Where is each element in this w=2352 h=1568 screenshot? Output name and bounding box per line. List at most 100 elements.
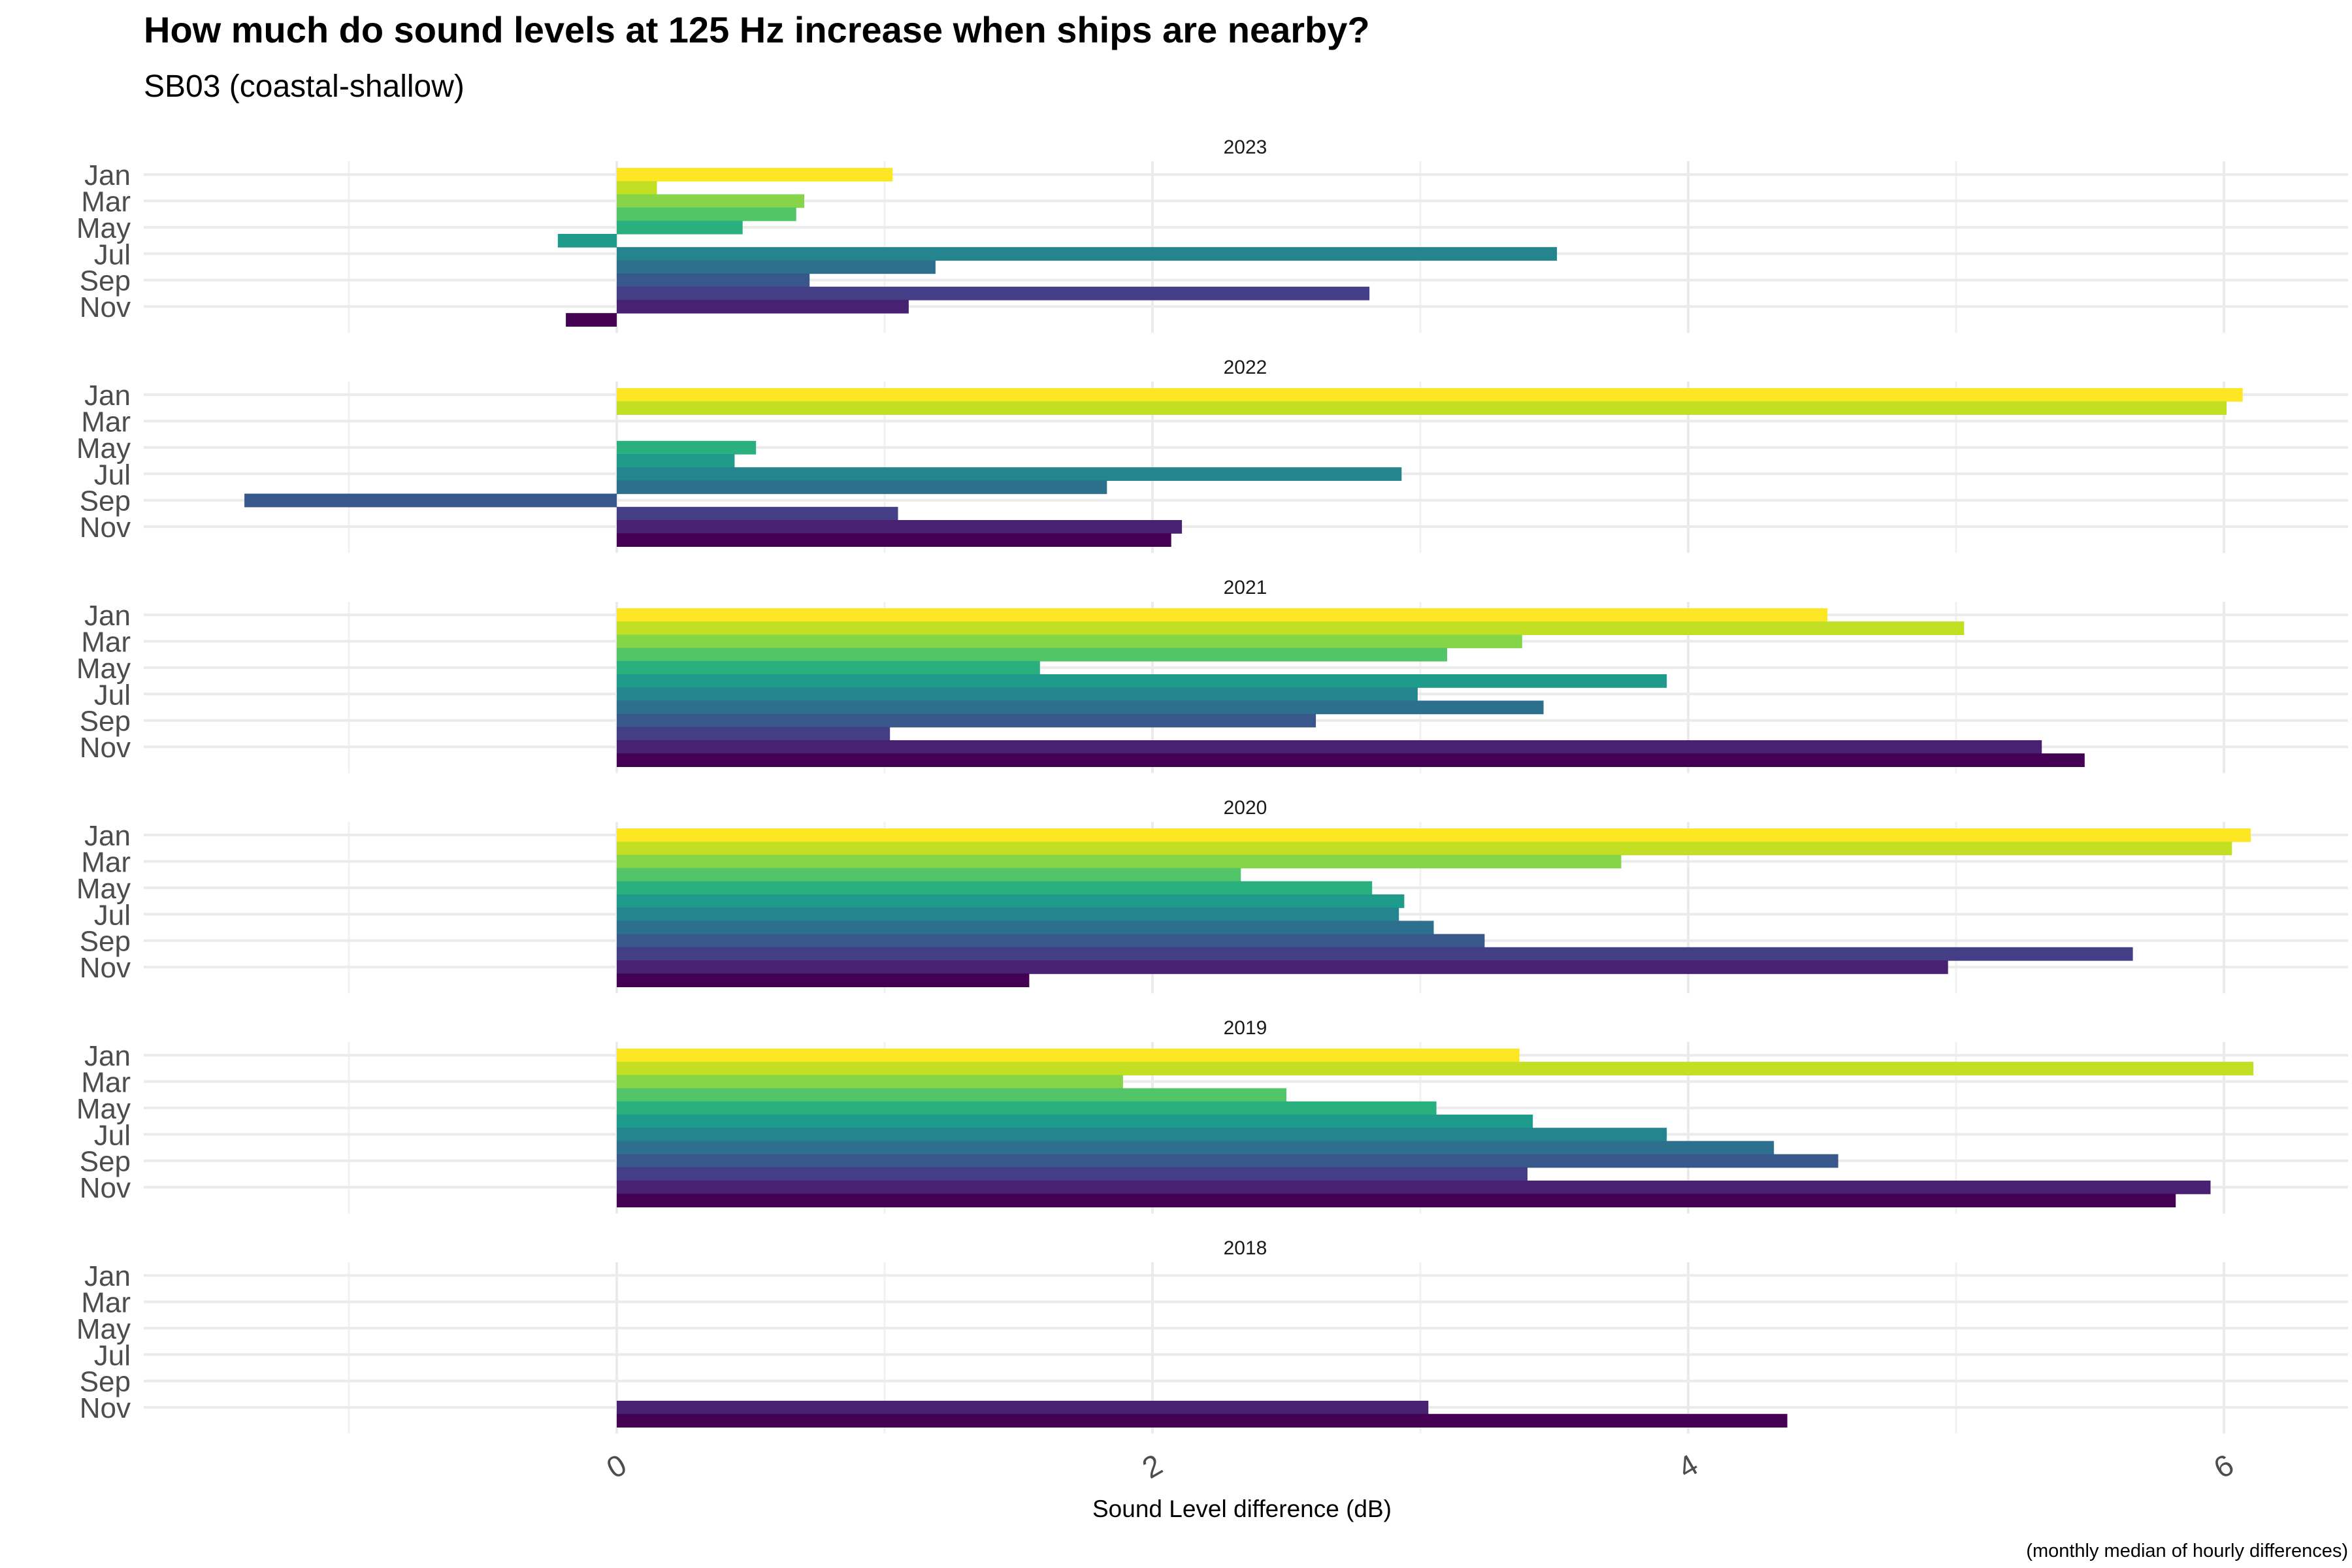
y-tick-label: Jan (84, 820, 131, 852)
bar-2020-apr (617, 868, 1241, 882)
x-axis-title: Sound Level difference (dB) (1092, 1495, 1392, 1522)
bar-2022-jan (617, 388, 2243, 402)
bar-2022-nov (617, 520, 1183, 534)
bar-2020-jun (617, 894, 1405, 908)
bar-2022-jul (617, 467, 1402, 481)
bar-2020-oct (617, 947, 2133, 961)
y-tick-label: Nov (80, 1172, 131, 1204)
bar-2021-jul (617, 687, 1418, 701)
bar-2018-nov (617, 1401, 1429, 1414)
bar-2019-feb (617, 1062, 2254, 1075)
y-tick-label: May (76, 433, 131, 465)
chart-title: How much do sound levels at 125 Hz incre… (144, 9, 1370, 50)
chart-subtitle: SB03 (coastal-shallow) (144, 69, 465, 104)
y-tick-label: Sep (80, 926, 131, 958)
bar-2022-may (617, 440, 757, 455)
x-tick-label: 6 (2208, 1447, 2239, 1485)
x-tick-label: 0 (600, 1447, 632, 1485)
facet-strip-label: 2019 (1224, 1017, 1267, 1039)
bar-2022-dec (617, 533, 1171, 547)
bar-2022-feb (617, 401, 2227, 415)
facet-strip-label: 2018 (1224, 1237, 1267, 1259)
bar-2021-mar (617, 634, 1522, 649)
bar-2019-apr (617, 1088, 1286, 1102)
bar-2021-aug (617, 700, 1544, 715)
bar-2021-jan (617, 608, 1828, 622)
bar-2021-oct (617, 727, 890, 741)
y-tick-label: May (76, 653, 131, 685)
x-axis: 0 2 4 6 (600, 1447, 2239, 1485)
bar-2018-dec (617, 1414, 1788, 1428)
y-tick-label: Jan (84, 380, 131, 412)
y-tick-label: Nov (80, 952, 131, 984)
bar-2022-sep (244, 493, 617, 508)
bar-2023-aug (617, 260, 936, 274)
bar-2020-aug (617, 921, 1434, 935)
y-tick-label: Nov (80, 1392, 131, 1424)
y-tick-label: Sep (80, 1366, 131, 1398)
bar-2023-jan (617, 168, 893, 182)
bar-2019-aug (617, 1141, 1774, 1155)
y-tick-label: Jan (84, 1260, 131, 1292)
bar-2023-feb (617, 181, 657, 195)
y-tick-label: May (76, 1313, 131, 1345)
bar-2023-apr (617, 207, 796, 221)
chart-caption: (monthly median of hourly differences) (2026, 1541, 2348, 1561)
facet-strip-label: 2022 (1224, 357, 1267, 378)
bar-2019-jun (617, 1115, 1533, 1128)
bar-2020-jan (617, 828, 2251, 842)
bar-2022-jun (617, 454, 735, 468)
y-tick-label: Jul (94, 1119, 131, 1151)
y-tick-label: Jan (84, 600, 131, 632)
bar-2023-oct (617, 286, 1370, 301)
y-tick-label: Jan (84, 1040, 131, 1072)
bar-2022-aug (617, 480, 1107, 495)
bar-2019-jan (617, 1049, 1520, 1062)
y-tick-label: Jul (94, 899, 131, 931)
y-tick-label: Mar (81, 627, 131, 659)
bar-2021-jun (617, 674, 1667, 688)
bar-2020-nov (617, 960, 1948, 974)
bar-2021-sep (617, 713, 1316, 728)
bar-2022-oct (617, 506, 898, 521)
facet-panels: 2023JanMarMayJulSepNov2022JanMarMayJulSe… (76, 137, 2348, 1434)
bar-2021-apr (617, 647, 1447, 662)
y-tick-label: Jul (94, 238, 131, 270)
y-tick-label: May (76, 1093, 131, 1125)
y-tick-label: Jan (84, 159, 131, 191)
y-tick-label: Mar (81, 1067, 131, 1099)
bar-2019-mar (617, 1075, 1123, 1089)
y-tick-label: Nov (80, 291, 131, 323)
y-tick-label: Nov (80, 732, 131, 764)
bar-2020-sep (617, 934, 1485, 948)
y-tick-label: Mar (81, 406, 131, 438)
x-tick-label: 2 (1136, 1447, 1168, 1485)
y-tick-label: Sep (80, 706, 131, 738)
bar-2023-dec (566, 313, 617, 327)
facet-strip-label: 2021 (1224, 577, 1267, 598)
bar-2021-nov (617, 740, 2042, 754)
y-tick-label: Mar (81, 186, 131, 218)
y-tick-label: Jul (94, 1339, 131, 1371)
bar-2021-dec (617, 753, 2085, 767)
bar-2019-jul (617, 1128, 1667, 1141)
y-tick-label: May (76, 873, 131, 905)
bar-2019-oct (617, 1167, 1527, 1181)
bar-2023-jul (617, 247, 1558, 261)
y-tick-label: Nov (80, 512, 131, 544)
bar-2019-dec (617, 1194, 2176, 1207)
y-tick-label: Sep (80, 1146, 131, 1178)
bar-2023-sep (617, 273, 810, 287)
y-tick-label: Sep (80, 265, 131, 297)
bar-2023-mar (617, 194, 804, 208)
facet-strip-label: 2020 (1224, 797, 1267, 819)
y-tick-label: Sep (80, 485, 131, 517)
bar-2023-jun (557, 234, 617, 248)
bar-2019-nov (617, 1181, 2211, 1194)
